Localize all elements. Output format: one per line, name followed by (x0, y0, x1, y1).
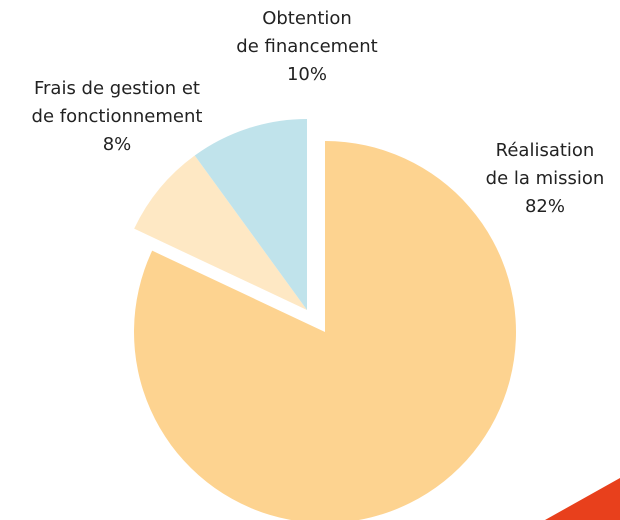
slice-name: de la mission (485, 168, 605, 189)
slice-name: de financement (236, 36, 378, 57)
pie-slice (194, 119, 307, 310)
slice-name: Frais de gestion et (33, 78, 200, 99)
pie-slice (134, 141, 516, 520)
slice-percent: 10% (286, 64, 327, 85)
slice-percent: 8% (102, 134, 132, 155)
slice-label: Obtention de financement 10% (187, 5, 427, 89)
slice-label: Frais de gestion et de fonctionnement 8% (0, 75, 237, 159)
slice-name: Obtention (262, 8, 352, 29)
slice-name: Réalisation (495, 140, 595, 161)
slice-name: de fonctionnement (31, 106, 203, 127)
pie-slice (134, 155, 307, 310)
slice-label: Réalisation de la mission 82% (425, 137, 620, 221)
corner-decoration (545, 478, 620, 520)
slice-percent: 82% (524, 196, 565, 217)
